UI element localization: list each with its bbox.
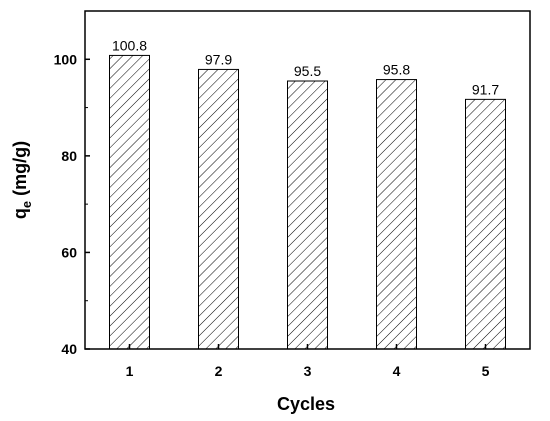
bar-cycle-5 (465, 98, 506, 350)
x-axis-title: Cycles (277, 394, 335, 414)
x-tick-label: 5 (482, 363, 490, 379)
x-tick-label: 4 (393, 363, 401, 379)
y-axis: 40 60 80 100 (54, 51, 90, 357)
bar-value-label: 91.7 (472, 81, 499, 97)
x-tick-label: 1 (126, 363, 134, 379)
bar-value-label: 95.5 (294, 63, 321, 79)
bar-cycle-4 (376, 79, 417, 350)
bar-cycle-1 (109, 54, 150, 350)
bar-cycle-2 (198, 68, 239, 350)
data-labels-group: 100.8 97.9 95.5 95.8 91.7 (112, 37, 499, 97)
y-tick-label: 40 (61, 341, 77, 357)
x-axis: 1 2 3 4 5 (126, 344, 490, 379)
bars-group (109, 54, 506, 350)
y-axis-title-units: (mg/g) (10, 141, 30, 201)
y-axis-title-subscript: e (19, 201, 34, 208)
x-tick-label: 3 (304, 363, 312, 379)
y-tick-label: 80 (61, 148, 77, 164)
y-tick-label: 100 (54, 51, 78, 67)
bar-value-label: 97.9 (205, 51, 232, 67)
x-tick-label: 2 (215, 363, 223, 379)
bar-value-label: 100.8 (112, 37, 147, 53)
y-axis-title: qe (mg/g) (10, 141, 34, 219)
bar-value-label: 95.8 (383, 62, 410, 78)
y-tick-label: 60 (61, 244, 77, 260)
bar-cycle-3 (287, 80, 328, 350)
y-axis-title-main: q (10, 208, 30, 219)
